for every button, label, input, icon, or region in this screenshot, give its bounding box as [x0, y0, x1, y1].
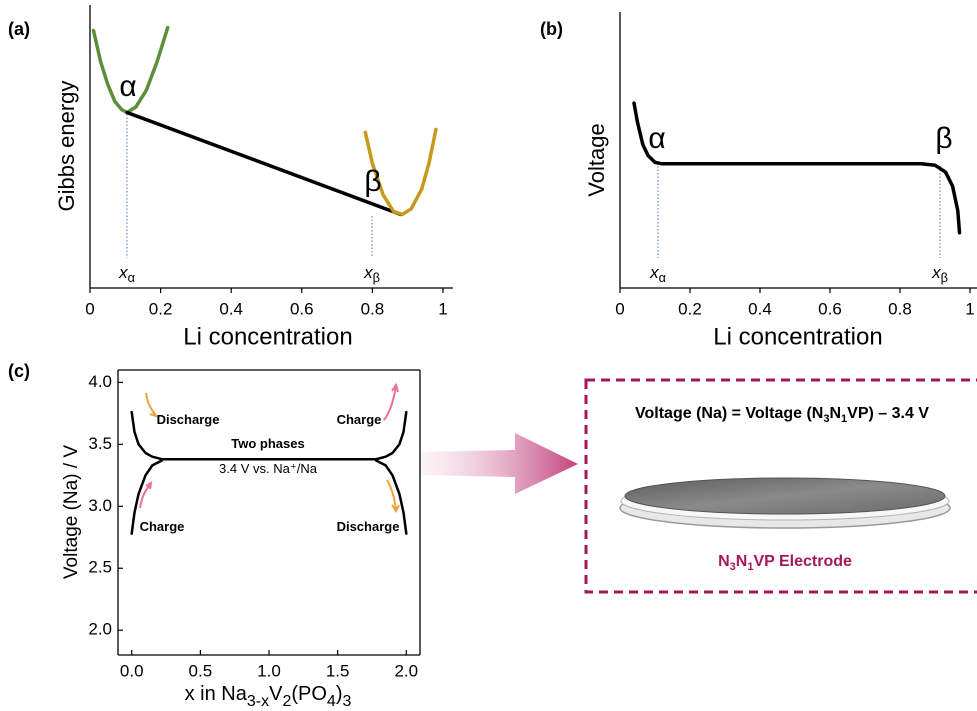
annotation-text: x: [363, 263, 373, 282]
x-axis-label: Li concentration: [713, 323, 882, 350]
annotation: xβ: [363, 263, 380, 285]
x-tick-label: 0.0: [120, 661, 144, 680]
line-series: [127, 113, 401, 215]
x-tick-label: 0: [85, 299, 94, 318]
annotation-text: Discharge: [337, 519, 400, 534]
label-part: x in Na: [185, 683, 248, 705]
annotation-text: α: [119, 70, 136, 103]
annotation-text: 3.4 V vs. Na⁺/Na: [219, 461, 318, 476]
annotation-sub: α: [128, 270, 135, 285]
y-tick-label: 3.5: [88, 434, 112, 453]
label-part: N: [718, 553, 730, 570]
axis-label: x in Na3-xV2(PO4)3: [185, 683, 352, 710]
formula-part: N: [829, 405, 841, 422]
x-axis-label: Li concentration: [183, 323, 352, 350]
formula: Voltage (Na) = Voltage (N3N1VP) – 3.4 V: [635, 405, 929, 425]
y-axis-label: Voltage (Na) / V: [61, 445, 82, 579]
figure: Voltage (Na) = Voltage (N3N1VP) – 3.4 V …: [0, 0, 977, 711]
arrow-head: [150, 410, 156, 416]
x-tick-label: 1: [965, 299, 974, 318]
x-tick-label: 1.0: [257, 661, 281, 680]
x-tick-label: 0.6: [290, 299, 314, 318]
electrode-label: N3N1VP Electrode: [718, 553, 852, 573]
annotation: xβ: [931, 263, 948, 285]
y-axis-label: Voltage: [584, 123, 609, 196]
x-tick-label: 1.5: [326, 661, 350, 680]
annotation: 3.4 V vs. Na⁺/Na: [219, 461, 318, 476]
formula-part: VP) – 3.4 V: [847, 405, 929, 422]
x-tick-label: 1: [438, 299, 447, 318]
arrow: [146, 393, 156, 415]
label-part: (PO: [291, 683, 327, 705]
label-sub: 3-x: [247, 693, 269, 710]
x-tick-label: 0.8: [888, 299, 912, 318]
y-tick-label: 4.0: [88, 372, 112, 391]
annotation: β: [364, 165, 381, 198]
annotation-text: Discharge: [157, 412, 220, 427]
label-part: ): [336, 683, 343, 705]
annotation: Discharge: [157, 412, 220, 427]
annotation-sub: β: [941, 270, 948, 285]
label-part: VP Electrode: [753, 553, 852, 570]
electrode: [620, 478, 950, 528]
y-tick-label: 2.5: [88, 558, 112, 577]
y-axis-label: Gibbs energy: [54, 81, 79, 212]
annotation: α: [648, 122, 665, 155]
annotation: Discharge: [337, 519, 400, 534]
annotation-text: β: [364, 165, 381, 198]
annotation-text: β: [935, 122, 952, 155]
y-tick-label: 2.0: [88, 620, 112, 639]
annotation: xα: [649, 263, 666, 285]
electrode-coating: [625, 478, 945, 514]
annotation-sub: α: [659, 270, 666, 285]
annotation-text: Two phases: [231, 436, 304, 451]
annotation: Two phases: [231, 436, 304, 451]
panel-label: (c): [8, 361, 30, 381]
x-tick-label: 0.4: [748, 299, 772, 318]
x-tick-label: 0.2: [678, 299, 702, 318]
annotation-text: Charge: [140, 519, 185, 534]
x-tick-label: 0.6: [818, 299, 842, 318]
annotation-text: α: [648, 122, 665, 155]
x-tick-label: 0.8: [361, 299, 385, 318]
x-tick-label: 0.5: [189, 661, 213, 680]
label-sub: 3: [342, 693, 351, 710]
panel-label: (b): [540, 19, 563, 39]
label-sub: 4: [327, 693, 336, 710]
label-part: N: [736, 553, 748, 570]
annotation-text: x: [649, 263, 659, 282]
x-tick-label: 2.0: [394, 661, 418, 680]
annotation-text: x: [931, 263, 941, 282]
annotation-text: x: [118, 263, 128, 282]
y-tick-label: 3.0: [88, 496, 112, 515]
annotation-sub: β: [373, 270, 380, 285]
label-part: V: [269, 683, 283, 705]
formula-part: Voltage (Na) = Voltage (N: [635, 405, 823, 422]
annotation: Charge: [140, 519, 185, 534]
arrow: [384, 386, 396, 420]
line-series: [634, 103, 960, 233]
label-sub: 2: [282, 693, 291, 710]
transition-arrow: [420, 433, 578, 494]
annotation: xα: [118, 263, 135, 285]
annotation-text: Charge: [337, 412, 382, 427]
x-tick-label: 0.4: [219, 299, 243, 318]
panel-label: (a): [8, 19, 30, 39]
annotation: α: [119, 70, 136, 103]
annotation: Charge: [337, 412, 382, 427]
x-tick-label: 0.2: [149, 299, 173, 318]
annotation: β: [935, 122, 952, 155]
x-tick-label: 0: [615, 299, 624, 318]
